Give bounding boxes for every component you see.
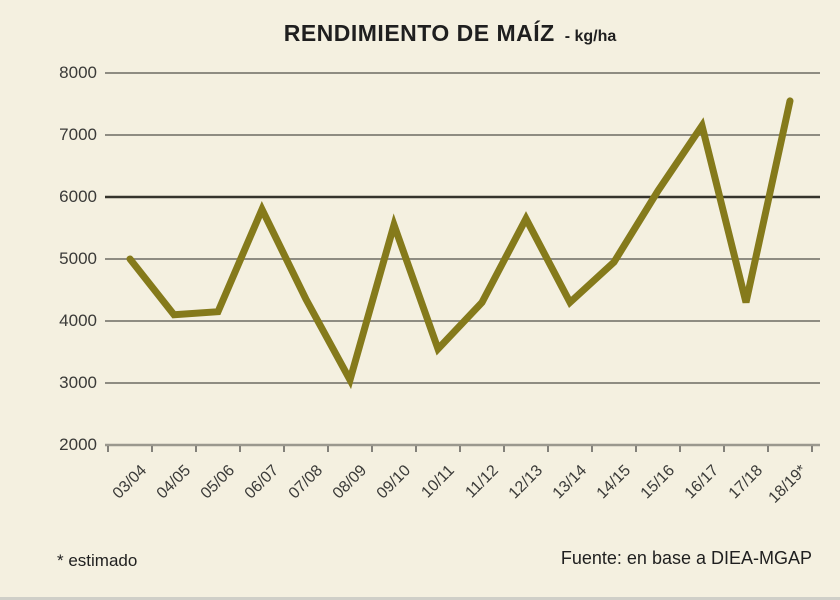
- y-axis-tick-label: 2000: [59, 435, 97, 454]
- y-axis-tick-label: 4000: [59, 311, 97, 330]
- y-axis-tick-label: 5000: [59, 249, 97, 268]
- yield-line-series: [126, 97, 794, 390]
- y-axis-tick-label: 3000: [59, 373, 97, 392]
- y-axis-tick-label: 6000: [59, 187, 97, 206]
- chart-title-text: RENDIMIENTO DE MAÍZ: [283, 20, 555, 46]
- y-axis-tick-label: 7000: [59, 125, 97, 144]
- estimate-footnote: * estimado: [57, 551, 138, 570]
- source-note: Fuente: en base a DIEA-MGAP: [560, 548, 812, 568]
- chart-unit-text: - kg/ha: [564, 28, 617, 45]
- bottom-edge-divider: [0, 597, 840, 600]
- chart-title: RENDIMIENTO DE MAÍZ - kg/ha: [284, 20, 617, 47]
- y-axis-tick-label: 8000: [59, 63, 97, 82]
